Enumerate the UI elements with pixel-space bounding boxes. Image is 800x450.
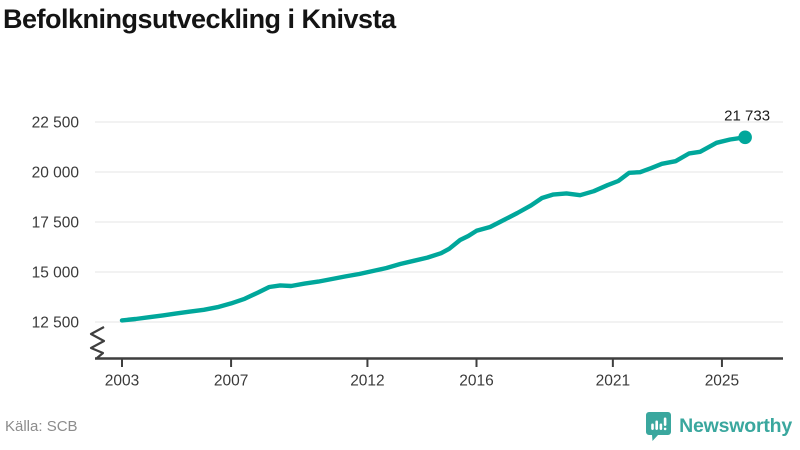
x-axis-tick-label: 2021 <box>596 373 630 390</box>
y-axis-tick-label: 20 000 <box>32 165 80 182</box>
population-line-chart: 12 500 15 000 17 500 20 000 22 500 21 733 2003… <box>32 107 783 390</box>
y-axis-tick-label: 17 500 <box>32 215 80 232</box>
x-axis-tick-label: 2012 <box>350 373 384 390</box>
x-axis-tick-label: 2016 <box>459 373 493 390</box>
y-axis-tick-label: 22 500 <box>32 115 80 132</box>
population-series-line <box>119 135 748 323</box>
latest-value-label: 21 733 <box>724 107 770 124</box>
x-axis-tick-label: 2007 <box>214 373 248 390</box>
x-axis-tick-label: 2025 <box>705 373 739 390</box>
y-axis-tick-label: 15 000 <box>32 265 80 282</box>
latest-value-dot <box>738 130 752 145</box>
newsworthy-chart-bubble-icon <box>646 411 672 441</box>
source-note: Källa: SCB <box>5 417 78 435</box>
newsworthy-logo[interactable]: Newsworthy <box>645 411 792 442</box>
brand-name: Newsworthy <box>679 414 792 437</box>
x-axis-tick-label: 2003 <box>105 373 139 390</box>
y-axis-break-icon <box>89 326 106 359</box>
chart-footer: Källa: SCB Newsworthy <box>0 408 800 450</box>
page-title: Befolkningsutveckling i Knivsta <box>3 4 396 34</box>
y-axis-tick-label: 12 500 <box>32 315 80 332</box>
